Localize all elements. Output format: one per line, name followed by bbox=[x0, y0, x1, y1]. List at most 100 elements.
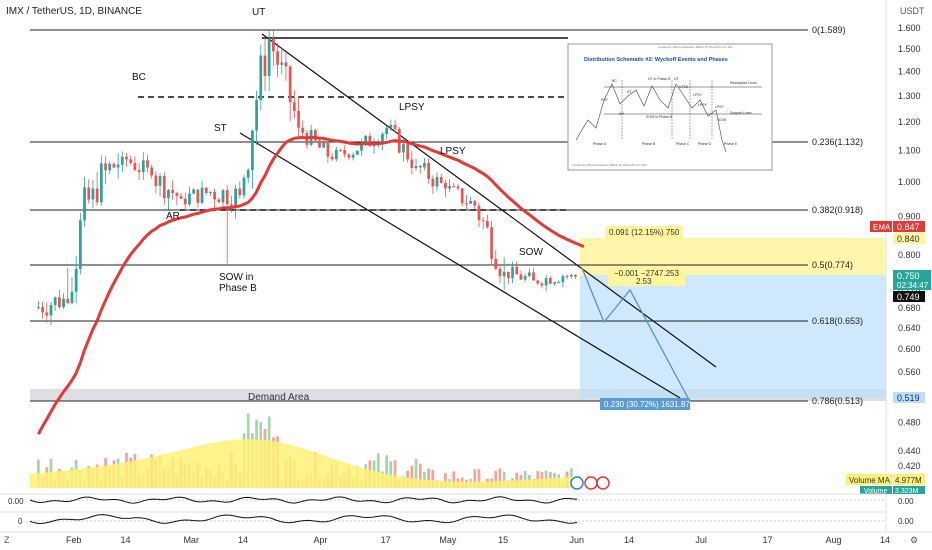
price-tick-label: 0.420 bbox=[898, 461, 921, 471]
candle-body bbox=[62, 298, 65, 308]
price-tick-label: 1.000 bbox=[898, 177, 921, 187]
candle-body bbox=[326, 142, 330, 157]
candle-body bbox=[477, 205, 481, 221]
candle-body bbox=[351, 154, 355, 158]
candle-body bbox=[272, 38, 275, 52]
time-tick-label: May bbox=[439, 535, 457, 545]
fib-label-0618: 0.618(0.653) bbox=[812, 316, 863, 326]
candle-body bbox=[99, 163, 103, 203]
candle-body bbox=[280, 62, 284, 65]
vol-ma-value: 4.977M bbox=[895, 476, 922, 485]
volume-bar bbox=[431, 469, 435, 488]
candle-body bbox=[481, 220, 485, 222]
candle-body bbox=[230, 204, 233, 208]
candle-body bbox=[74, 268, 78, 292]
volume-bar bbox=[385, 455, 389, 488]
candle-body bbox=[104, 163, 107, 171]
candle-body bbox=[162, 175, 166, 199]
candle-body bbox=[267, 38, 271, 76]
settings-gear-icon[interactable]: ⚙ bbox=[910, 535, 918, 545]
event-icon[interactable] bbox=[596, 476, 610, 490]
candle-body bbox=[234, 188, 237, 208]
volume-bar bbox=[523, 471, 527, 488]
measure-lower-text: 0.230 (30.72%) 1631.87 bbox=[604, 400, 690, 409]
channel-upper-line bbox=[261, 33, 717, 368]
candle-body bbox=[322, 142, 326, 148]
osc2-right-label: 0.00 bbox=[898, 517, 914, 526]
candle-body bbox=[318, 140, 321, 148]
candle-body bbox=[83, 187, 86, 221]
osc2-left-label: 0 bbox=[18, 517, 23, 526]
price-tick-label: 0.440 bbox=[898, 446, 921, 456]
volume-bar bbox=[494, 470, 498, 488]
candle-body bbox=[473, 200, 477, 206]
candle-body bbox=[532, 272, 535, 281]
volume-ma-area bbox=[30, 439, 576, 488]
candle-body bbox=[427, 163, 430, 179]
candle-body bbox=[196, 189, 200, 203]
candle-body bbox=[444, 182, 447, 189]
candle-body bbox=[141, 160, 145, 173]
candle-body bbox=[78, 220, 82, 269]
candle-body bbox=[414, 165, 418, 168]
volume-bar bbox=[418, 463, 422, 488]
price-tick-label: 0.600 bbox=[898, 344, 921, 354]
candle-body bbox=[213, 191, 216, 200]
candle-body bbox=[435, 176, 439, 187]
candle-body bbox=[53, 297, 57, 306]
volume-bar bbox=[498, 468, 502, 488]
candle-body bbox=[150, 167, 154, 176]
candle-body bbox=[146, 160, 149, 168]
candle-body bbox=[137, 170, 141, 173]
candle-body bbox=[87, 187, 91, 200]
candle-body bbox=[498, 268, 502, 277]
vol-ma-label-bg bbox=[846, 474, 892, 485]
volume-label: Volume bbox=[864, 488, 887, 495]
candle-body bbox=[490, 227, 493, 259]
candle-body bbox=[465, 203, 468, 205]
ema-badge-bg bbox=[893, 221, 925, 232]
label-sow: SOW bbox=[519, 247, 543, 258]
candle-body bbox=[494, 258, 498, 269]
candle-body bbox=[66, 298, 70, 304]
time-tick-label: Jun bbox=[569, 535, 584, 545]
candle-body bbox=[519, 274, 523, 280]
inset-label-lpsy-3: LPSY bbox=[715, 105, 725, 109]
inset-title: Distribution Schematic #2: Wyckoff Event… bbox=[584, 57, 728, 63]
badge-840-bg bbox=[893, 233, 925, 244]
inset-label-ut: UT bbox=[674, 77, 680, 81]
candle-body bbox=[292, 102, 296, 111]
volume-bar bbox=[473, 469, 477, 488]
candle-body bbox=[251, 130, 254, 171]
candle-body bbox=[242, 177, 246, 196]
volume-bar bbox=[389, 461, 393, 488]
candle-body bbox=[355, 150, 359, 155]
event-icon[interactable] bbox=[584, 476, 598, 490]
candle-body bbox=[561, 276, 565, 283]
candle-body bbox=[246, 170, 250, 178]
chart-title: IMX / TetherUS, 1D, BINANCE bbox=[6, 6, 142, 17]
ema-badge-value: 0.847 bbox=[897, 222, 920, 232]
inset-price-path bbox=[575, 83, 727, 153]
vol-ma-label: Volume MA bbox=[849, 476, 891, 485]
candle-body bbox=[565, 276, 569, 278]
volume-bar bbox=[444, 473, 447, 488]
event-icon[interactable] bbox=[570, 476, 584, 490]
inset-label-sow: SOW bbox=[718, 118, 727, 122]
inset-label-resistance: Resistance Lines bbox=[730, 81, 757, 85]
price-badge-countdown: 02:34:47 bbox=[897, 281, 929, 290]
candle-body bbox=[385, 127, 389, 134]
candle-body bbox=[297, 110, 300, 128]
timezone-icon[interactable]: Z bbox=[4, 535, 10, 545]
measure-lower-box bbox=[580, 275, 886, 398]
price-tick-label: 0.680 bbox=[898, 303, 921, 313]
volume-bar bbox=[427, 468, 430, 488]
candle-body bbox=[183, 198, 187, 205]
time-tick-label: 14 bbox=[880, 535, 890, 545]
inset-label-psy: PSY bbox=[601, 98, 609, 102]
candle-body bbox=[460, 188, 464, 204]
fib-label-0236: 0.236(1.132) bbox=[812, 137, 863, 147]
time-axis[interactable]: Feb 14 Mar 14 Apr 17 May 15 Jun 14 Jul 17 Aug 14 bbox=[66, 535, 890, 545]
candle-body bbox=[548, 278, 552, 284]
